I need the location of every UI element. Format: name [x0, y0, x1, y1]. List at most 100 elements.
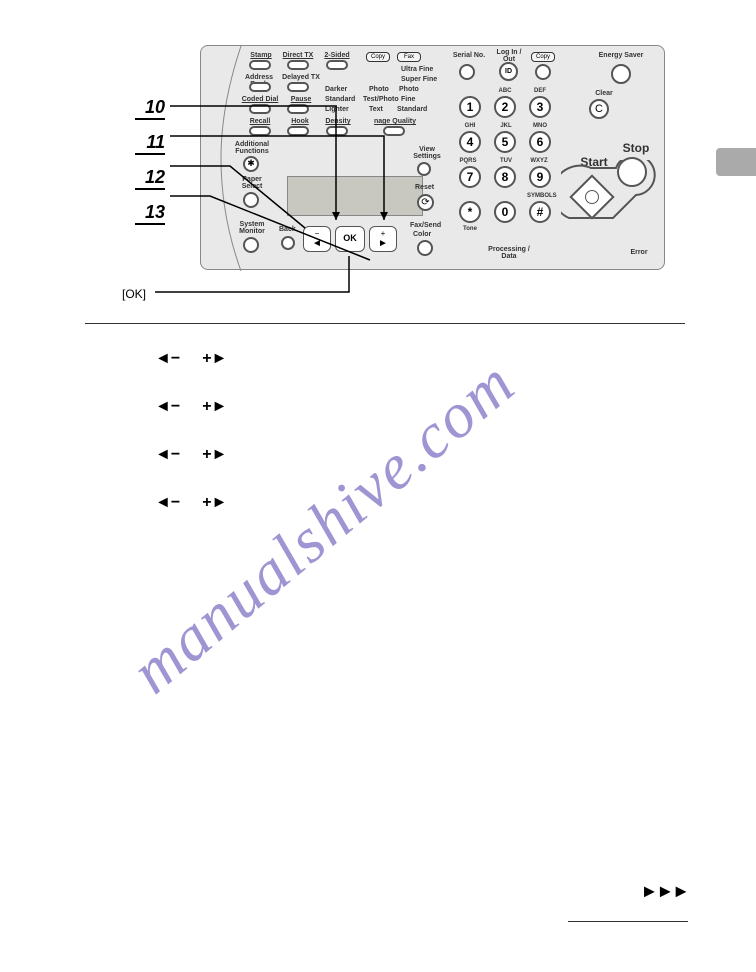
quality-button[interactable]	[383, 126, 405, 136]
callout-column: 10 11 12 13	[135, 97, 165, 237]
start-icon	[585, 190, 599, 204]
key-1[interactable]: 1	[459, 96, 481, 118]
faxsend-label: Fax/Send	[410, 222, 441, 229]
twosided-button[interactable]	[326, 60, 348, 70]
left-arrow-symbol: ◄−	[155, 350, 180, 368]
callout-10: 10	[135, 97, 165, 120]
serial-label: Serial No.	[451, 52, 487, 59]
reset-button[interactable]: ⟳	[417, 194, 434, 211]
twosided-label: 2-Sided	[323, 52, 351, 59]
back-button[interactable]	[281, 236, 295, 250]
fine-label: Fine	[401, 96, 415, 103]
energy-button[interactable]	[611, 64, 631, 84]
callout-11: 11	[135, 132, 165, 155]
callout-13: 13	[135, 202, 165, 225]
instruction-row: ◄− +►	[155, 350, 227, 368]
wxyz-label: WXYZ	[529, 158, 549, 164]
paperselect-label: Paper Select	[237, 176, 267, 190]
copymode-button[interactable]	[535, 64, 551, 80]
pause-label: Pause	[289, 96, 313, 103]
key-9[interactable]: 9	[529, 166, 551, 188]
directtx-button[interactable]	[287, 60, 309, 70]
login-label: Log In / Out	[494, 49, 524, 63]
error-label: Error	[627, 249, 651, 256]
tone-label: Tone	[461, 226, 479, 232]
clear-button[interactable]: C	[589, 99, 609, 119]
key-4[interactable]: 4	[459, 131, 481, 153]
id-button[interactable]: ID	[499, 62, 518, 81]
paperselect-button[interactable]	[243, 192, 259, 208]
mno-label: MNO	[531, 123, 549, 129]
control-panel: Stamp Direct TX 2-Sided Copy Fax Serial …	[200, 45, 665, 270]
reset-label: Reset	[415, 184, 434, 191]
key-star[interactable]: *	[459, 201, 481, 223]
viewsettings-button[interactable]	[417, 162, 431, 176]
pause-button[interactable]	[287, 104, 309, 114]
footer-arrows: ►►►	[641, 881, 688, 902]
left-arrow-symbol: ◄−	[155, 446, 180, 464]
key-2[interactable]: 2	[494, 96, 516, 118]
left-arrow-symbol: ◄−	[155, 398, 180, 416]
footer-line	[568, 921, 688, 922]
copy-pill: Copy	[366, 52, 390, 62]
right-arrow-symbol: +►	[202, 398, 227, 416]
lighter-label: Lighter	[325, 106, 349, 113]
directtx-label: Direct TX	[281, 52, 315, 59]
codeddial-button[interactable]	[249, 104, 271, 114]
quality-label: nage Quality	[371, 118, 419, 125]
density-label: Density	[324, 118, 352, 125]
instruction-row: ◄− +►	[155, 494, 227, 512]
additional-label: Additional Functions	[233, 141, 271, 155]
page: manualshive.com Stamp Direct TX 2-Sided …	[0, 0, 756, 972]
testphoto-label: Test/Photo	[363, 96, 399, 103]
abc-label: ABC	[496, 88, 514, 94]
density-button[interactable]	[326, 126, 348, 136]
color-label: Color	[413, 231, 431, 238]
key-6[interactable]: 6	[529, 131, 551, 153]
separator-line	[85, 323, 685, 324]
stamp-button[interactable]	[249, 60, 271, 70]
back-label: Back	[279, 226, 296, 233]
ghi-label: GHI	[461, 123, 479, 129]
delayedtx-button[interactable]	[287, 82, 309, 92]
hook-button[interactable]	[287, 126, 309, 136]
instruction-row: ◄− +►	[155, 398, 227, 416]
recall-button[interactable]	[249, 126, 271, 136]
photo2-label: Photo	[399, 86, 419, 93]
ok-button[interactable]: OK	[335, 226, 365, 252]
text-label: Text	[369, 106, 383, 113]
side-tab	[716, 148, 756, 176]
left-arrow-button[interactable]: − ◄	[303, 226, 331, 252]
key-5[interactable]: 5	[494, 131, 516, 153]
key-3[interactable]: 3	[529, 96, 551, 118]
standard-label: Standard	[325, 96, 355, 103]
tuv-label: TUV	[497, 158, 515, 164]
system-label: System Monitor	[237, 221, 267, 235]
fax-pill: Fax	[397, 52, 421, 62]
energy-label: Energy Saver	[596, 52, 646, 59]
def-label: DEF	[531, 88, 549, 94]
codeddial-label: Coded Dial	[241, 96, 279, 103]
key-0[interactable]: 0	[494, 201, 516, 223]
key-7[interactable]: 7	[459, 166, 481, 188]
faxsend-button[interactable]	[417, 240, 433, 256]
jkl-label: JKL	[497, 123, 515, 129]
ultrafine-label: Ultra Fine	[401, 66, 433, 73]
callout-12: 12	[135, 167, 165, 190]
key-8[interactable]: 8	[494, 166, 516, 188]
key-hash[interactable]: #	[529, 201, 551, 223]
lcd-screen	[287, 176, 423, 216]
serial-button[interactable]	[459, 64, 475, 80]
hook-label: Hook	[289, 118, 311, 125]
instruction-list: ◄− +► ◄− +► ◄− +► ◄− +►	[155, 350, 227, 542]
right-arrow-symbol: +►	[202, 446, 227, 464]
superfine-label: Super Fine	[401, 76, 437, 83]
photo-label: Photo	[369, 86, 389, 93]
addressbook-button[interactable]	[249, 82, 271, 92]
right-arrow-symbol: +►	[202, 494, 227, 512]
additional-button[interactable]: ✱	[243, 156, 259, 172]
stop-label: Stop	[620, 142, 652, 154]
instruction-row: ◄− +►	[155, 446, 227, 464]
system-button[interactable]	[243, 237, 259, 253]
right-arrow-button[interactable]: + ►	[369, 226, 397, 252]
